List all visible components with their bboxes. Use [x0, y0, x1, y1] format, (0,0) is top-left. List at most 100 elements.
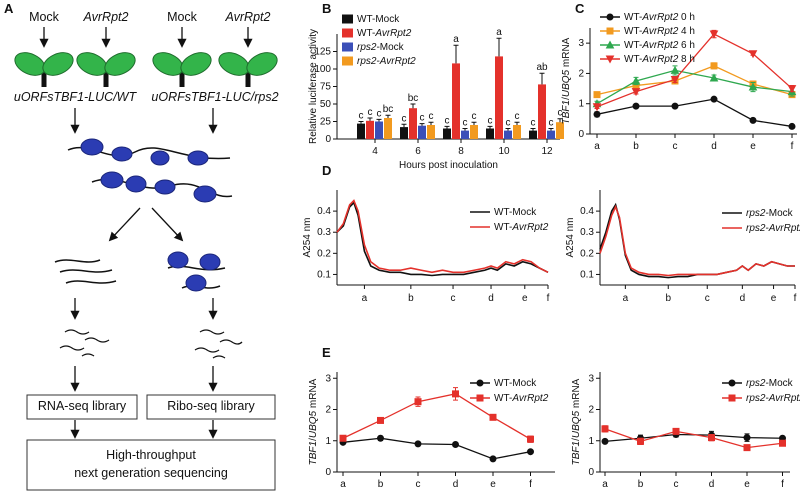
marker — [414, 440, 422, 448]
marker — [749, 116, 757, 124]
y-tick-label: 3 — [588, 373, 594, 384]
error-bar — [530, 128, 536, 131]
significance-letter: c — [420, 112, 425, 123]
y-tick-label: 1 — [578, 98, 584, 109]
marker — [631, 76, 641, 85]
marker — [787, 85, 797, 94]
significance-letter: c — [377, 108, 382, 119]
marker — [476, 394, 484, 402]
x-tick-label: c — [416, 479, 421, 490]
bar — [538, 84, 546, 139]
marker — [601, 437, 609, 445]
y-tick-label: 50 — [320, 99, 332, 110]
y-axis-label: TBF1/UBQ5 mRNA — [561, 37, 572, 124]
bar — [504, 130, 512, 139]
marker — [593, 91, 601, 99]
error-bar — [385, 114, 391, 118]
sequencing-label: High-throughput — [106, 448, 196, 462]
x-tick-label: a — [340, 479, 346, 490]
significance-letter: ab — [536, 62, 548, 73]
significance-letter: c — [558, 107, 563, 118]
arrows — [39, 27, 253, 439]
y-tick-label: 25 — [320, 116, 332, 127]
marker — [743, 434, 751, 442]
library-box — [26, 394, 138, 420]
x-tick-label: 8 — [458, 146, 464, 157]
y-tick-label: 2 — [578, 68, 584, 79]
x-tick-label: b — [633, 141, 639, 152]
bar — [400, 127, 408, 139]
bar — [427, 125, 435, 139]
legend-label: rps2-AvrRpt2 — [357, 56, 416, 67]
bar — [357, 123, 365, 139]
error-bar — [401, 123, 407, 128]
significance-letter: c — [463, 117, 468, 128]
y-axis-label: Relative luciferase activity — [308, 29, 319, 144]
y-tick-label: 75 — [320, 81, 332, 92]
error-bar — [410, 103, 416, 109]
seedlings — [14, 52, 278, 87]
y-tick-label: 0.3 — [317, 227, 331, 238]
x-tick-label: d — [709, 479, 715, 490]
legend-label: WT-AvrRpt2 — [357, 28, 412, 39]
marker — [414, 398, 422, 406]
panel-label: D — [322, 163, 331, 178]
y-axis-label: A254 nm — [565, 217, 576, 257]
bar — [452, 63, 460, 139]
y-tick-label: 0 — [325, 134, 331, 145]
error-bar — [462, 128, 468, 131]
y-axis-label: A254 nm — [302, 217, 313, 257]
x-tick-label: d — [488, 293, 494, 304]
legend-label: WT-Mock — [357, 14, 400, 25]
y-tick-label: 0.4 — [317, 206, 331, 217]
bar — [375, 121, 383, 139]
significance-letter: c — [531, 117, 536, 128]
marker — [710, 62, 718, 70]
x-tick-label: d — [740, 293, 746, 304]
marker — [743, 444, 751, 452]
treatment-label: AvrRpt2 — [225, 10, 271, 24]
series-line — [336, 201, 549, 277]
sequencing-label: next generation sequencing — [74, 466, 228, 480]
panel-label: C — [575, 1, 585, 16]
marker — [788, 122, 796, 130]
error-bar — [557, 118, 563, 123]
x-tick-label: e — [744, 479, 750, 490]
significance-letter: c — [549, 117, 554, 128]
x-tick-label: a — [362, 293, 368, 304]
significance-letter: c — [368, 107, 373, 118]
bar — [513, 125, 521, 139]
error-bar — [471, 121, 477, 125]
series-line — [596, 33, 793, 108]
significance-letter: c — [472, 111, 477, 122]
bar — [384, 118, 392, 139]
bar — [366, 120, 374, 139]
marker — [489, 413, 497, 421]
marker — [748, 82, 758, 91]
y-tick-label: 2 — [325, 404, 331, 415]
marker — [606, 13, 614, 21]
y-tick-label: 0 — [325, 467, 331, 478]
series-line — [596, 98, 793, 128]
marker — [672, 427, 680, 435]
marker — [377, 416, 384, 424]
x-tick-label: 10 — [498, 146, 510, 157]
x-tick-label: e — [490, 479, 496, 490]
series-line — [596, 69, 793, 105]
bar — [556, 122, 564, 139]
library-label: Ribo-seq library — [167, 399, 255, 413]
marker — [339, 434, 347, 442]
x-tick-label: f — [547, 293, 550, 304]
legend-label: WT-AvrRpt2 6 h — [624, 40, 695, 51]
marker — [605, 40, 615, 49]
panel-label: A — [4, 1, 14, 16]
error-bar — [367, 117, 373, 121]
marker — [601, 425, 609, 433]
bar — [409, 108, 417, 139]
y-tick-label: 3 — [578, 38, 584, 49]
error-bar — [487, 125, 493, 129]
y-tick-label: 2 — [588, 404, 594, 415]
x-tick-label: b — [665, 293, 671, 304]
marker — [489, 455, 497, 463]
marker — [670, 75, 680, 85]
